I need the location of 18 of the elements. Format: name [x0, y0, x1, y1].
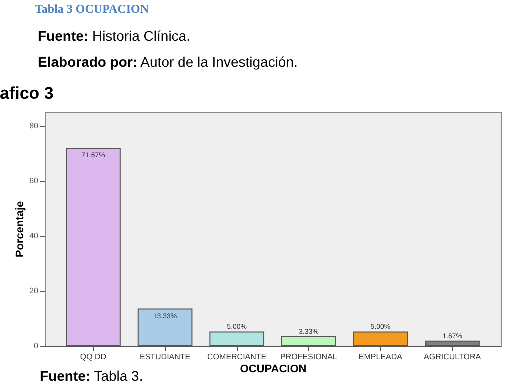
chart-title: Tabla 3 OCUPACION — [35, 2, 150, 17]
y-tick-label: 80 — [30, 121, 40, 130]
y-tick-label: 40 — [30, 231, 40, 240]
x-tick-label: ESTUDIANTE — [140, 352, 191, 362]
x-tick-label: COMERCIANTE — [208, 352, 267, 362]
text: Elaborado por: Autor de la Investigación. — [38, 54, 298, 70]
x-tick-label: QQ DD — [80, 352, 107, 362]
y-tick-label: 60 — [30, 176, 40, 186]
x-axis-title: OCUPACION — [240, 364, 307, 376]
chart-subtitle: afico 3 — [0, 84, 54, 104]
source-note: Fuente: Tabla 3. — [40, 368, 144, 384]
x-tick-label: PROFESIONAL — [280, 352, 338, 362]
x-tick-label: EMPLEADA — [358, 352, 404, 362]
y-axis-title: Porcentaje — [14, 201, 27, 258]
source-note: Fuente: Historia Clínica. — [38, 28, 190, 44]
y-tick-label: 0 — [34, 342, 40, 350]
y-tick-label: 20 — [30, 286, 40, 296]
x-tick-label: AGRICULTORA — [424, 352, 482, 362]
